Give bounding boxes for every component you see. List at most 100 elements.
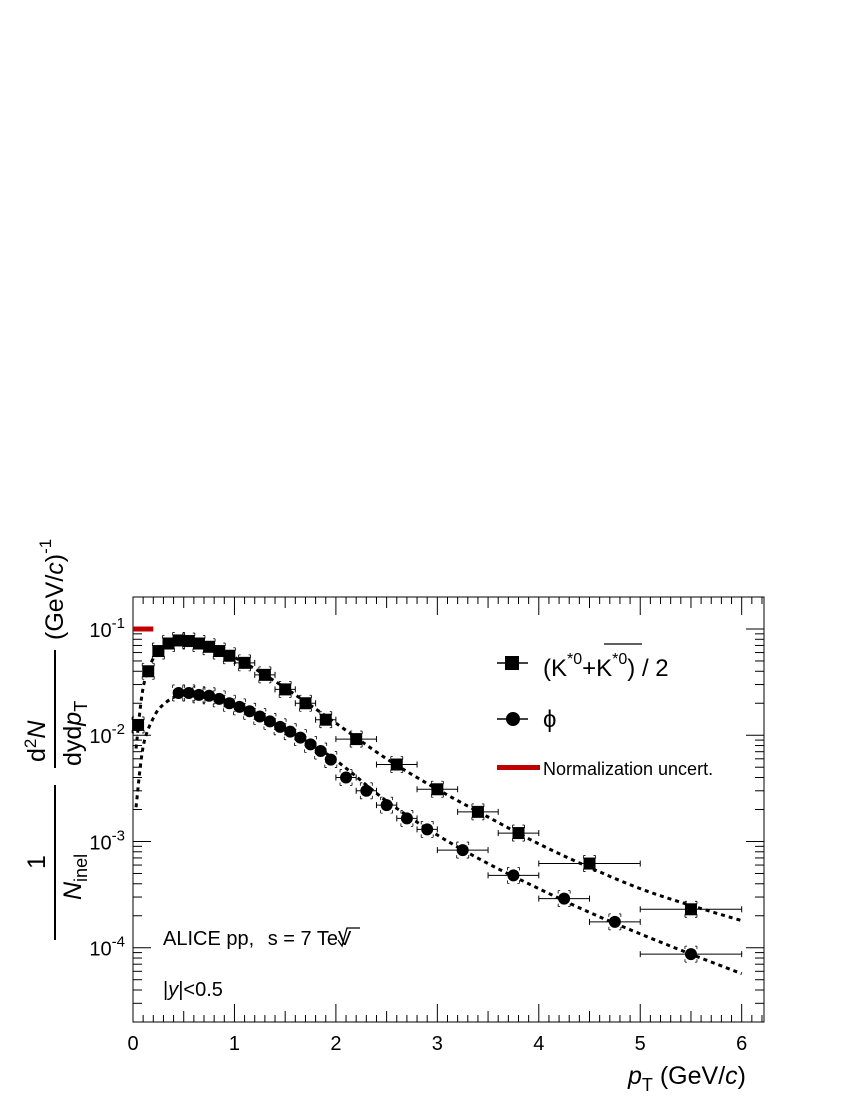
x-tick-label: 0 [127,1033,138,1055]
legend-circle-marker [506,712,520,726]
data-point-circle [213,692,226,705]
data-point-circle [263,715,276,728]
data-point-circle [172,686,185,699]
syst-error-box [131,716,145,734]
sqrt-sign [337,927,360,948]
annotation-experiment: ALICE pp, s = 7 TeV [163,928,352,950]
syst-error-box [583,855,596,872]
data-point-circle [340,771,353,784]
data-point-circle [314,745,327,758]
data-point-square [471,805,484,818]
data-point-circle [558,892,571,905]
syst-error-box [380,796,394,814]
x-tick-label: 6 [736,1033,747,1055]
syst-error-box [258,666,272,684]
data-point-circle [294,731,307,744]
y-title-dydpt: dydpT [59,701,91,766]
data-point-circle [233,700,246,713]
x-tick-label: 3 [432,1033,443,1055]
syst-error-box [507,866,520,884]
syst-error-box [349,730,363,748]
data-point-circle [182,686,195,699]
legend: (K*0+K*0) / 2 ϕ Normalization uncert. [497,643,713,779]
data-point-circle [421,823,434,836]
data-point-circle [223,697,236,710]
syst-error-box [430,780,444,798]
y-axis-title: 1 Ninel d2N dydpT (GeV/c)-1 [21,539,91,940]
y-tick-label: 10-4 [89,934,125,961]
data-point-circle [400,812,413,825]
syst-error-box [339,769,353,786]
data-point-square [152,645,165,658]
data-point-square [319,713,332,726]
x-tick-label: 4 [533,1033,544,1055]
syst-error-box [456,841,470,859]
data-point-square [684,903,697,916]
data-point-square [512,827,525,840]
data-point-square [182,635,195,648]
y-tick-label: 10-1 [89,615,125,642]
data-point-circle [203,689,216,702]
x-tick-label: 2 [330,1033,341,1055]
syst-error-box [684,900,698,918]
syst-error-box [608,913,622,931]
y-title-unit: (GeV/c)-1 [36,539,69,640]
data-point-circle [253,710,266,723]
data-point-square [350,733,363,746]
data-point-circle [608,915,621,928]
data-point-square [238,656,251,669]
data-point-circle [507,869,520,882]
data-point-square [132,718,145,731]
syst-error-box [400,809,414,827]
data-point-circle [456,844,469,857]
data-point-square [192,637,205,650]
legend-entry-normalization: Normalization uncert. [497,759,713,779]
y-title-d2n: d2N [21,720,51,762]
data-point-square [162,637,175,650]
x-tick-label: 1 [229,1033,240,1055]
data-point-circle [324,753,337,766]
y-tick-label: 10-2 [89,721,125,748]
data-point-square [299,697,312,710]
x-tick-label: 5 [635,1033,646,1055]
legend-label-normalization: Normalization uncert. [543,759,713,779]
data-point-square [583,857,596,870]
syst-error-box [557,890,571,908]
data-point-square [258,668,271,681]
fit-curves [134,639,743,976]
syst-error-box [319,711,333,729]
data-point-square [172,634,185,647]
y-tick-label: 10-3 [89,827,125,854]
y-tick-labels: 10-4 10-3 10-2 10-1 [89,615,125,961]
data-point-square [431,783,444,796]
data-point-square [142,665,155,678]
syst-error-box [684,945,698,963]
syst-error-box [390,756,404,773]
data-point-circle [360,784,373,797]
annotation-rapidity: |y|<0.5 [163,979,223,1001]
syst-error-box [299,694,312,712]
legend-red-line [497,765,540,770]
data-point-circle [274,720,287,733]
data-point-circle [243,705,256,718]
data-point-circle [304,738,317,751]
syst-error-box [278,681,292,698]
syst-error-box [420,820,434,838]
legend-entry-phi: ϕ [497,706,556,733]
syst-error-box [238,654,251,672]
legend-label-kstar: (K*0+K*0) / 2 [543,651,669,682]
fit-curve [134,639,743,923]
data-point-square [203,640,216,653]
data-point-square [390,758,403,771]
data-point-circle [192,688,205,701]
syst-error-box [359,782,373,800]
legend-entry-kstar: (K*0+K*0) / 2 [497,643,669,682]
x-axis-title: pT (GeV/c) [627,1062,746,1095]
syst-error-box [141,662,155,680]
data-point-circle [380,799,393,812]
y-title-ninel: Ninel [59,854,91,900]
data-point-circle [684,948,697,961]
data-point-square [213,645,226,658]
syst-error-box [512,824,525,842]
y-title-one: 1 [23,855,51,869]
